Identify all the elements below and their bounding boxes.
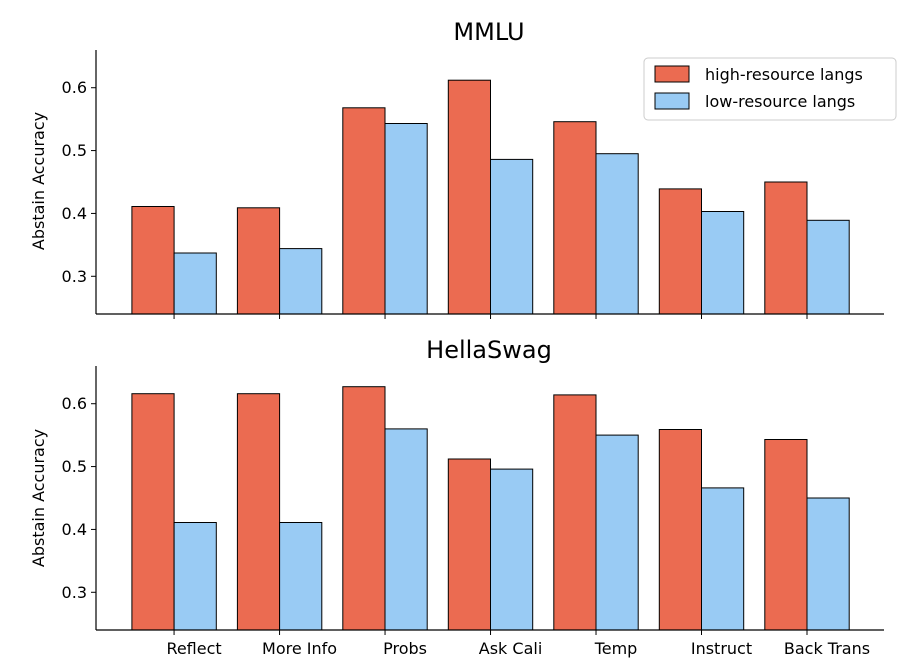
hellaswag-bar-probs-high-resource — [342, 386, 386, 631]
mmlu-title: MMLU — [453, 18, 524, 46]
hellaswag-y-tick-label-0-6: 0.6 — [62, 394, 87, 413]
hellaswag-panel: HellaSwag Abstain Accuracy 0.30.40.50.6 … — [29, 336, 884, 658]
mmlu-bar-ask-cali-high-resource — [447, 79, 491, 315]
legend-swatch-high-resource — [654, 65, 690, 83]
hellaswag-x-tick-label-ask-cali: Ask Cali — [479, 639, 543, 658]
mmlu-y-axis-label: Abstain Accuracy — [29, 112, 48, 250]
hellaswag-bar-back-trans-high-resource — [764, 439, 808, 631]
mmlu-bars — [131, 79, 850, 315]
hellaswag-y-tick-label-0-5: 0.5 — [62, 457, 87, 476]
mmlu-bar-ask-cali-low-resource — [490, 158, 534, 315]
mmlu-bar-temp-low-resource — [595, 153, 639, 315]
mmlu-x-ticks — [173, 314, 808, 319]
mmlu-bar-reflect-high-resource — [131, 206, 175, 315]
hellaswag-bars — [131, 386, 850, 631]
legend-label-low-resource: low-resource langs — [705, 92, 855, 111]
hellaswag-bar-back-trans-low-resource — [806, 497, 850, 631]
hellaswag-x-tick-label-instruct: Instruct — [691, 639, 752, 658]
hellaswag-x-tick-label-temp: Temp — [594, 639, 638, 658]
mmlu-bar-reflect-low-resource — [173, 252, 217, 315]
hellaswag-y-tick-label-0-3: 0.3 — [62, 583, 87, 602]
mmlu-bar-instruct-high-resource — [658, 188, 702, 315]
hellaswag-bar-reflect-low-resource — [173, 522, 217, 631]
hellaswag-bar-reflect-high-resource — [131, 393, 175, 631]
mmlu-bar-temp-high-resource — [553, 121, 597, 315]
mmlu-bar-more-info-high-resource — [236, 207, 281, 315]
legend: high-resource langs low-resource langs — [643, 57, 897, 121]
hellaswag-bar-temp-high-resource — [553, 394, 597, 631]
hellaswag-bar-ask-cali-low-resource — [490, 468, 534, 631]
hellaswag-bar-more-info-high-resource — [236, 393, 281, 631]
mmlu-y-ticks: 0.3 0.4 0.5 0.6 — [62, 78, 96, 286]
mmlu-y-tick-label-0-4: 0.4 — [62, 204, 87, 223]
mmlu-y-tick-label-0-5: 0.5 — [62, 141, 87, 160]
hellaswag-bar-instruct-low-resource — [701, 487, 745, 631]
hellaswag-x-tick-label-back-trans: Back Trans — [784, 639, 870, 658]
legend-box — [643, 57, 897, 121]
mmlu-y-tick-label-0-3: 0.3 — [62, 267, 87, 286]
mmlu-bar-more-info-low-resource — [279, 248, 323, 315]
mmlu-bar-instruct-low-resource — [701, 211, 745, 315]
legend-swatch-low-resource — [654, 92, 690, 110]
mmlu-bar-probs-low-resource — [384, 123, 428, 315]
mmlu-y-tick-label-0-6: 0.6 — [62, 78, 87, 97]
hellaswag-bar-ask-cali-high-resource — [447, 458, 491, 631]
mmlu-bar-back-trans-high-resource — [764, 181, 808, 315]
hellaswag-x-tick-label-probs: Probs — [383, 639, 427, 658]
legend-label-high-resource: high-resource langs — [705, 65, 863, 84]
hellaswag-x-tick-label-more-info: More Info — [262, 639, 337, 658]
hellaswag-x-ticks: Reflect More Info Probs Ask Cali Temp Instruc… — [166, 630, 870, 658]
hellaswag-bar-instruct-high-resource — [658, 429, 702, 631]
hellaswag-bar-temp-low-resource — [595, 434, 639, 631]
mmlu-bar-back-trans-low-resource — [806, 219, 850, 315]
hellaswag-title: HellaSwag — [426, 336, 552, 364]
hellaswag-y-ticks: 0.3 0.4 0.5 0.6 — [62, 394, 96, 602]
hellaswag-y-axis-label: Abstain Accuracy — [29, 429, 48, 567]
mmlu-bar-probs-high-resource — [342, 107, 386, 315]
hellaswag-bar-more-info-low-resource — [279, 522, 323, 631]
hellaswag-x-tick-label-reflect: Reflect — [166, 639, 221, 658]
hellaswag-bar-probs-low-resource — [384, 428, 428, 631]
hellaswag-y-tick-label-0-4: 0.4 — [62, 520, 87, 539]
mmlu-panel: MMLU Abstain Accuracy 0.3 0.4 0.5 0.6 high-… — [29, 18, 897, 319]
